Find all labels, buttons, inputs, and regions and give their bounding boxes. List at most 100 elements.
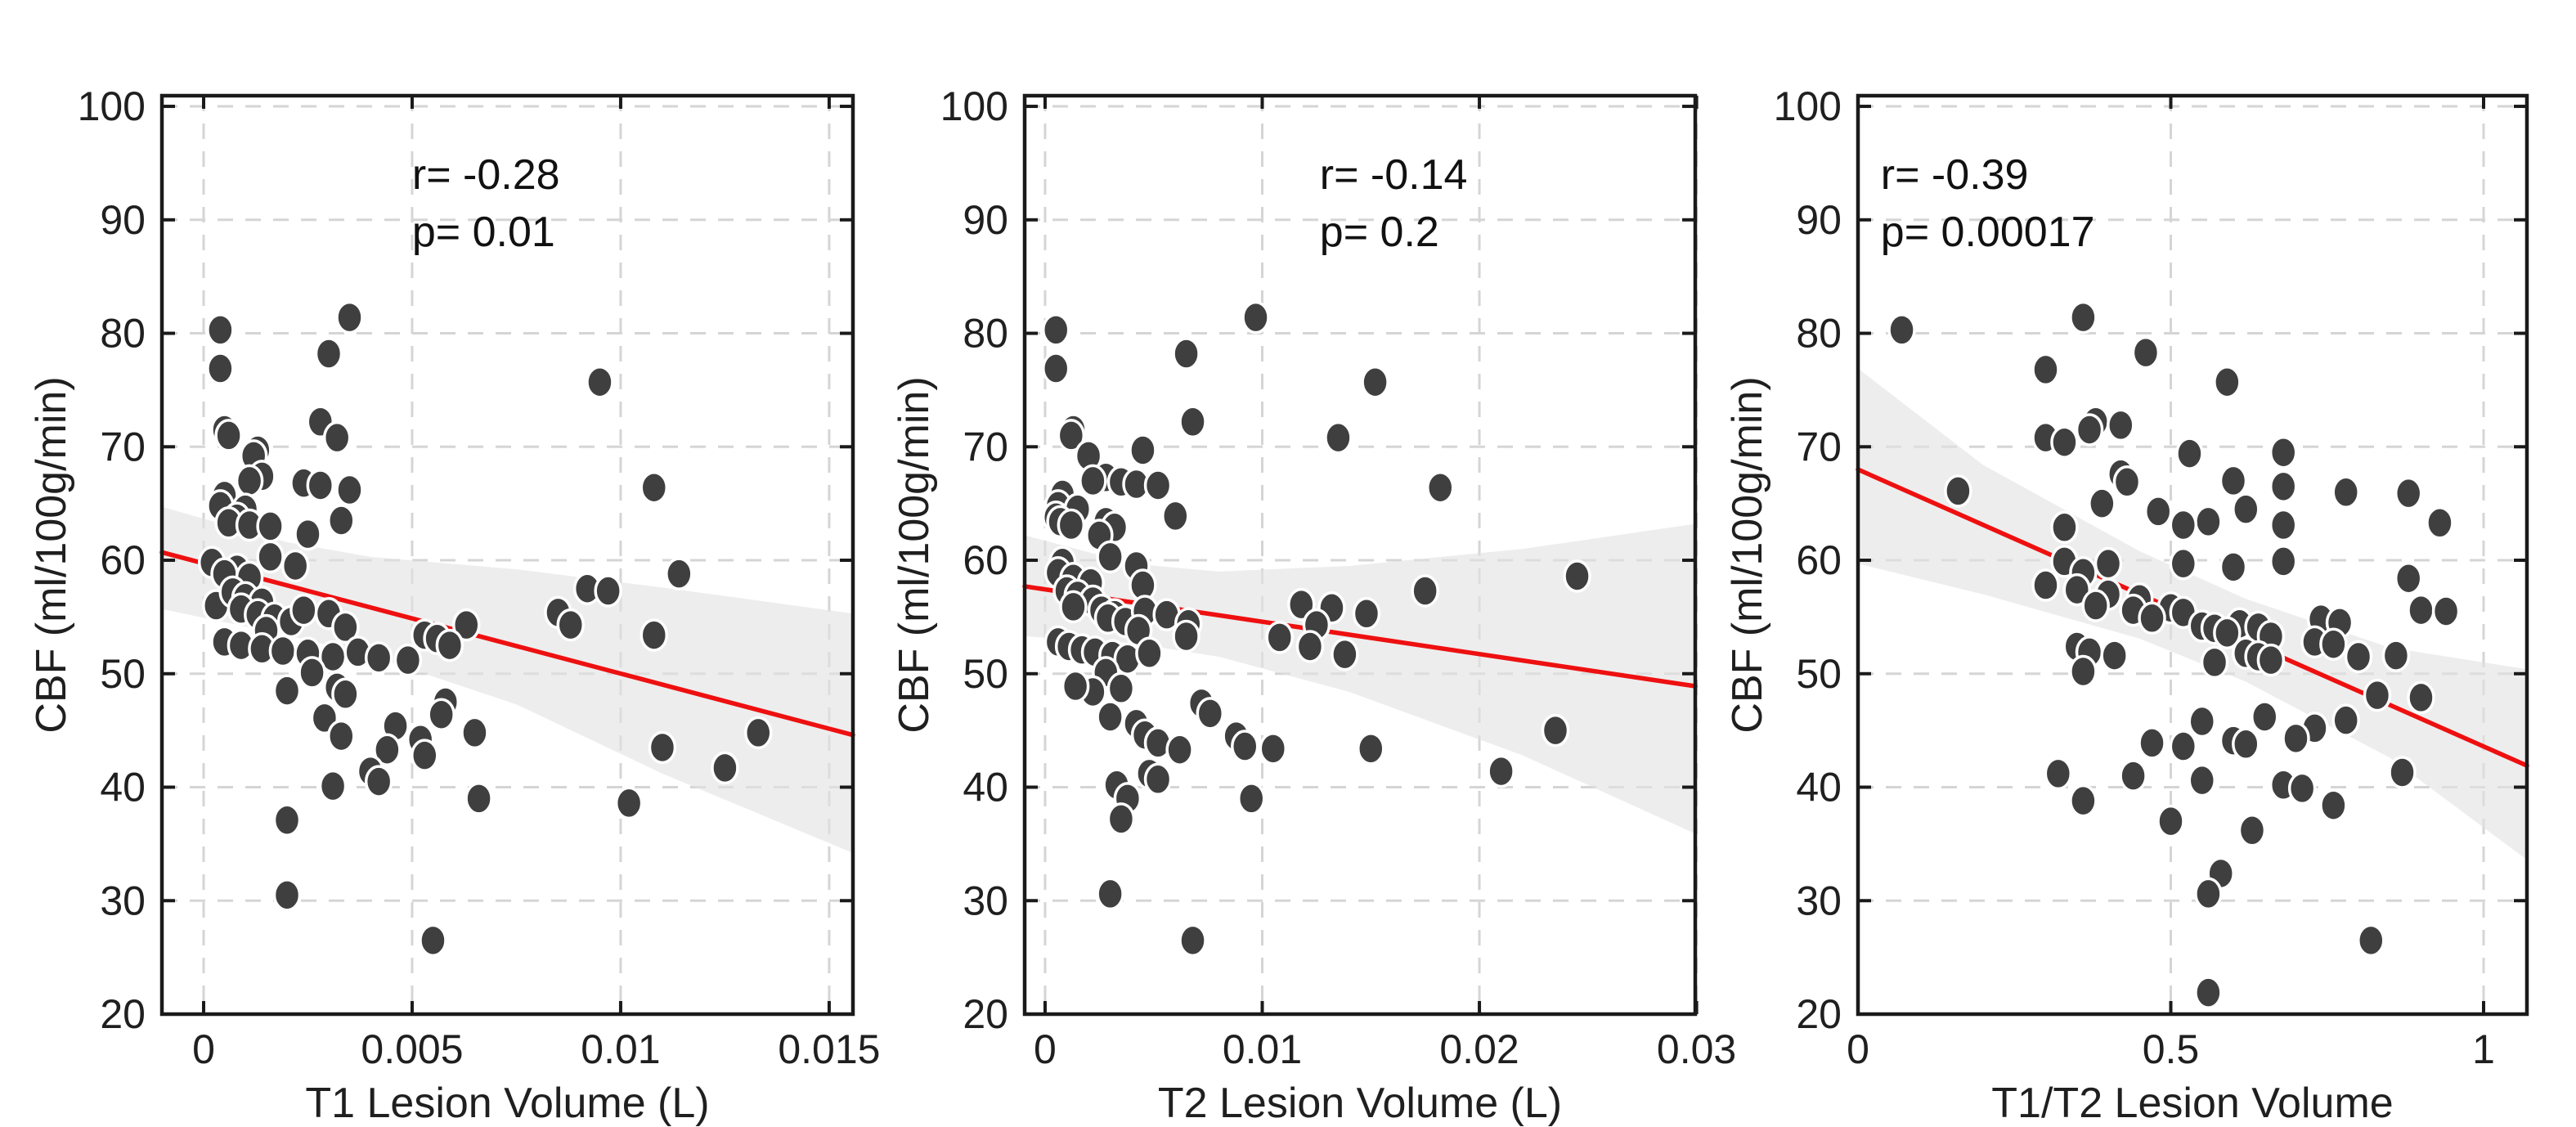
data-point bbox=[640, 470, 669, 505]
data-point bbox=[1295, 630, 1325, 663]
data-point bbox=[419, 923, 447, 958]
data-point bbox=[594, 574, 622, 608]
data-point bbox=[1135, 636, 1164, 671]
data-point bbox=[1361, 365, 1389, 399]
scatter-panel-2: 0 0.01 0.02 0.03 20 30 40 50 60 70 80 90 100 T2 Lesio… bbox=[891, 83, 1736, 1127]
data-point bbox=[2269, 508, 2298, 542]
confidence-band bbox=[162, 506, 853, 853]
data-point bbox=[1106, 802, 1136, 836]
y-tick-label: 30 bbox=[1796, 878, 1842, 923]
data-point bbox=[2169, 508, 2198, 542]
y-axis-title: CBF (ml/100g/min) bbox=[28, 376, 75, 733]
data-point bbox=[614, 786, 644, 820]
data-point bbox=[1041, 313, 1070, 347]
data-point bbox=[335, 473, 364, 507]
data-point bbox=[2269, 469, 2298, 504]
data-point bbox=[452, 608, 481, 642]
data-point bbox=[2031, 568, 2060, 602]
data-point bbox=[665, 557, 693, 590]
data-point bbox=[2062, 572, 2091, 607]
y-tick-label: 70 bbox=[100, 424, 146, 469]
data-point bbox=[2363, 678, 2392, 712]
y-axis-title: CBF (ml/100g/min) bbox=[891, 376, 938, 733]
data-point bbox=[464, 782, 493, 815]
x-tick-label: 0.5 bbox=[2143, 1026, 2200, 1072]
x-tick-label: 0.03 bbox=[1657, 1026, 1736, 1072]
data-point bbox=[2219, 464, 2248, 498]
data-point bbox=[1096, 700, 1124, 734]
data-point bbox=[1352, 596, 1381, 631]
y-tick-label: 60 bbox=[1796, 537, 1842, 583]
data-point bbox=[2269, 545, 2298, 578]
annotation-p-value: p= 0.01 bbox=[412, 209, 555, 256]
data-point bbox=[2075, 413, 2104, 447]
x-tick-label: 0.02 bbox=[1439, 1026, 1519, 1072]
data-point bbox=[711, 751, 739, 785]
data-point bbox=[2119, 759, 2147, 792]
data-point bbox=[272, 803, 302, 837]
data-point bbox=[268, 634, 298, 668]
data-point bbox=[1096, 877, 1124, 911]
x-tick-label: 0.005 bbox=[361, 1026, 463, 1072]
scatter-panel-1: 0 0.005 0.01 0.015 20 30 40 50 60 70 80 90 100 T1 Les… bbox=[28, 83, 880, 1127]
y-tick-label: 40 bbox=[100, 765, 146, 810]
y-tick-label: 20 bbox=[963, 991, 1008, 1037]
data-point bbox=[314, 337, 343, 370]
data-point bbox=[1265, 621, 1294, 654]
y-tick-label: 80 bbox=[100, 311, 146, 357]
y-tick-label: 100 bbox=[940, 83, 1008, 129]
annotation-p-value: p= 0.00017 bbox=[1881, 209, 2095, 256]
data-point bbox=[2107, 408, 2135, 442]
data-point bbox=[1541, 713, 1570, 748]
annotation-r-value: r= -0.28 bbox=[412, 151, 560, 199]
data-point bbox=[1057, 419, 1086, 452]
data-point bbox=[2031, 352, 2060, 387]
y-tick-label: 90 bbox=[1796, 197, 1842, 243]
data-point bbox=[206, 352, 235, 385]
data-point bbox=[1172, 337, 1200, 370]
data-point bbox=[2188, 763, 2216, 797]
data-point bbox=[1241, 300, 1270, 335]
data-point bbox=[280, 549, 310, 583]
data-point bbox=[1106, 671, 1136, 706]
annotation-r-value: r= -0.39 bbox=[1881, 151, 2029, 199]
data-point bbox=[2050, 425, 2079, 459]
x-axis-title: T1/T2 Lesion Volume bbox=[1991, 1080, 2393, 1127]
scatter-panel-3: 0 0.5 1 20 30 40 50 60 70 80 90 100 T1/T2 Lesion Vol… bbox=[1724, 83, 2529, 1127]
data-point bbox=[289, 593, 318, 627]
data-point bbox=[327, 504, 356, 537]
x-tick-label: 1 bbox=[2472, 1026, 2495, 1072]
data-point bbox=[1129, 433, 1157, 467]
data-point bbox=[1259, 732, 1288, 766]
y-tick-label: 80 bbox=[1796, 311, 1842, 357]
data-point bbox=[2232, 727, 2260, 761]
y-tick-label: 100 bbox=[1774, 83, 1842, 129]
data-point bbox=[2194, 877, 2223, 911]
y-tick-label: 30 bbox=[963, 878, 1008, 923]
data-point bbox=[1178, 923, 1207, 958]
data-point bbox=[272, 674, 302, 707]
data-point bbox=[411, 739, 439, 772]
data-point bbox=[1143, 762, 1173, 797]
data-point bbox=[331, 610, 360, 644]
y-tick-label: 50 bbox=[963, 651, 1008, 697]
data-point bbox=[335, 300, 364, 335]
x-tick-label: 0.01 bbox=[1223, 1026, 1302, 1072]
data-point bbox=[1041, 352, 1070, 385]
data-point bbox=[2094, 546, 2123, 581]
data-point bbox=[435, 628, 464, 662]
y-tick-label: 30 bbox=[100, 878, 146, 923]
x-tick-label: 0 bbox=[1847, 1026, 1869, 1072]
x-axis-title: T2 Lesion Volume (L) bbox=[1158, 1080, 1562, 1127]
y-tick-label: 50 bbox=[100, 651, 146, 697]
data-point bbox=[2256, 643, 2286, 677]
data-point bbox=[2237, 813, 2267, 847]
data-point bbox=[1324, 420, 1353, 455]
data-point bbox=[1057, 508, 1086, 542]
data-point bbox=[2069, 784, 2098, 818]
data-point bbox=[2194, 505, 2223, 539]
data-point bbox=[2175, 437, 2204, 470]
data-point bbox=[1143, 469, 1173, 502]
data-point bbox=[2156, 804, 2185, 838]
